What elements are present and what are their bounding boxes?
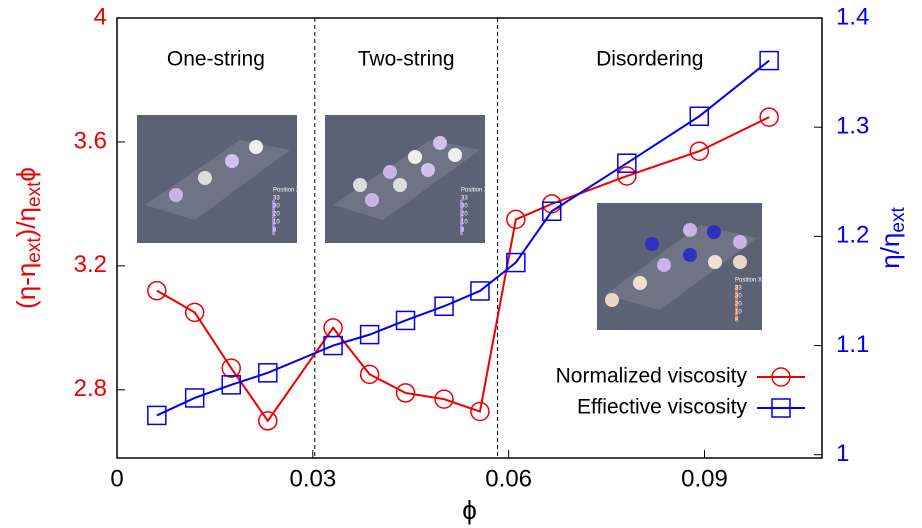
data-point	[395, 310, 416, 331]
series-line	[156, 116, 770, 423]
y-axis-label-part: (η-η	[11, 263, 41, 309]
plot-frame	[116, 17, 823, 459]
inset-tick: 20	[461, 212, 468, 218]
x-tick-label: 0.09	[681, 465, 728, 492]
data-point	[184, 388, 205, 408]
series-line	[156, 59, 770, 417]
y2-tick-label: 1.1	[836, 331, 869, 358]
inset-tick: 33	[735, 286, 742, 292]
y2-tick-label: 1.4	[836, 3, 869, 30]
region-label: Two-string	[358, 48, 455, 71]
data-point	[506, 209, 526, 230]
y-tick-label: 3.2	[74, 251, 107, 278]
data-point	[759, 50, 779, 71]
y-axis-label-part: ext	[24, 237, 45, 263]
x-tick-label: 0.06	[485, 465, 532, 492]
data-point	[323, 335, 343, 356]
data-point	[506, 252, 526, 273]
data-point	[617, 166, 637, 186]
inset-tick: 33	[461, 196, 468, 202]
y2-tick-label: 1.3	[836, 113, 869, 140]
inset-title: Position X	[273, 188, 300, 194]
inset-tick: 8	[461, 228, 465, 234]
data-point	[689, 141, 710, 161]
data-point	[359, 324, 380, 345]
inset-tick: 30	[273, 204, 280, 210]
y2-axis-label-part: η/η	[875, 233, 905, 269]
x-axis-label: ϕ	[462, 495, 477, 525]
y2-tick-label: 1.2	[836, 222, 869, 249]
inset-3	[597, 203, 762, 330]
y-axis-label-part: ext	[24, 181, 45, 207]
inset-tick: 30	[735, 294, 742, 300]
data-point	[689, 106, 710, 127]
data-point	[221, 358, 241, 378]
y2-axis-label: η/ηext	[875, 207, 909, 269]
x-tick-label: 0.03	[289, 465, 336, 492]
data-point	[434, 389, 454, 409]
y-tick-label: 3.6	[74, 127, 107, 154]
data-point	[542, 201, 562, 222]
region-label: Disordering	[596, 48, 703, 71]
inset-tick: 30	[461, 204, 468, 210]
data-point	[759, 107, 779, 127]
x-tick-label: 0	[110, 465, 123, 492]
inset-2	[325, 115, 485, 243]
legend-marker	[771, 367, 791, 387]
inset-1	[137, 115, 297, 243]
inset-tick: 10	[273, 220, 280, 226]
y-axis-label: (η-ηext)/ηextϕ	[11, 167, 45, 309]
data-point	[395, 383, 416, 403]
inset-tick: 10	[735, 310, 742, 316]
y2-axis-label-part: ext	[888, 207, 909, 233]
inset-title: Position X	[735, 278, 762, 284]
legend-marker	[771, 398, 791, 418]
data-point	[184, 302, 205, 323]
inset-tick: 20	[735, 302, 742, 308]
legend-label: Normalized viscosity	[556, 365, 748, 388]
data-point	[147, 280, 167, 301]
inset-title: Position X	[461, 188, 488, 194]
data-point	[359, 364, 380, 385]
inset-tick: 10	[461, 220, 468, 226]
inset-tick: 8	[273, 228, 277, 234]
data-point	[470, 401, 490, 422]
legend-label: Effiective viscosity	[577, 396, 747, 419]
data-point	[221, 375, 241, 395]
y-axis-label-part: )/η	[11, 207, 41, 237]
data-point	[258, 363, 278, 383]
y-tick-label: 4	[94, 3, 107, 30]
inset-tick: 33	[273, 196, 280, 202]
inset-tick: 8	[735, 318, 739, 324]
data-point	[434, 296, 454, 316]
region-label: One-string	[167, 48, 265, 71]
y2-tick-label: 1	[836, 440, 849, 467]
y-axis-label-part: ϕ	[11, 167, 41, 182]
data-point	[147, 405, 167, 426]
y-tick-label: 2.8	[74, 375, 107, 402]
data-point	[258, 411, 278, 431]
data-point	[470, 281, 490, 301]
inset-tick: 20	[273, 212, 280, 218]
data-point	[617, 153, 637, 173]
